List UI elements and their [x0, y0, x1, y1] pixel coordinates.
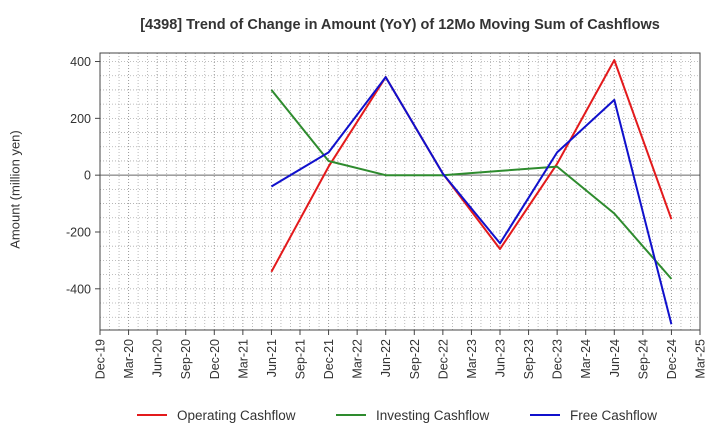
x-tick-label: Jun-23	[494, 339, 508, 377]
plot-border	[99, 52, 701, 331]
grid	[99, 53, 701, 330]
x-tick-label: Sep-21	[294, 339, 308, 379]
legend-swatch	[530, 414, 560, 416]
x-tick-label: Dec-22	[436, 339, 450, 379]
legend-item-free-cashflow: Free Cashflow	[530, 404, 657, 426]
series-line-free-cashflow	[270, 76, 673, 325]
x-tick-label: Dec-21	[322, 339, 336, 379]
x-tick-label: Mar-23	[465, 339, 479, 379]
series-line-operating-cashflow	[270, 59, 673, 273]
series-lines	[270, 59, 673, 325]
y-tick-label: 400	[70, 55, 91, 69]
legend-label: Free Cashflow	[570, 407, 658, 423]
x-tick-label: Dec-23	[551, 339, 565, 379]
x-tick-label: Mar-24	[579, 339, 593, 379]
legend-label: Investing Cashflow	[376, 407, 490, 423]
x-tick-label: Sep-23	[522, 339, 536, 379]
legend-swatch	[336, 414, 366, 416]
x-tick-label: Jun-20	[151, 339, 165, 377]
legend: Operating Cashflow Investing Cashflow Free…	[0, 404, 720, 426]
x-tick-label: Dec-24	[665, 339, 679, 379]
x-tick-label: Jun-24	[608, 339, 622, 377]
x-tick-label: Mar-25	[694, 339, 708, 379]
x-tick-label: Jun-21	[265, 339, 279, 377]
chart-title: [4398] Trend of Change in Amount (YoY) o…	[140, 17, 660, 33]
x-tick-label: Sep-24	[636, 339, 650, 379]
legend-label: Operating Cashflow	[177, 407, 296, 423]
x-tick-label: Mar-20	[122, 339, 136, 379]
x-tick-label: Dec-20	[208, 339, 222, 379]
x-tick-label: Mar-22	[351, 339, 365, 379]
x-tick-label: Sep-20	[179, 339, 193, 379]
legend-item-investing-cashflow: Investing Cashflow	[336, 404, 489, 426]
x-tick-label: Jun-22	[379, 339, 393, 377]
axes: 400 200 0 -200 -400 Dec-19 Mar-20 Jun-20 Sep-20 D…	[66, 52, 708, 379]
legend-swatch	[137, 414, 167, 416]
x-tick-label: Dec-19	[94, 339, 108, 379]
legend-item-operating-cashflow: Operating Cashflow	[137, 404, 296, 426]
x-tick-label: Sep-22	[408, 339, 422, 379]
y-tick-label: 0	[84, 169, 91, 183]
series-line-investing-cashflow	[270, 89, 673, 280]
x-tick-label: Mar-21	[236, 339, 250, 379]
y-tick-label: -200	[66, 225, 91, 239]
y-tick-label: 200	[70, 112, 91, 126]
y-tick-label: -400	[66, 282, 91, 296]
